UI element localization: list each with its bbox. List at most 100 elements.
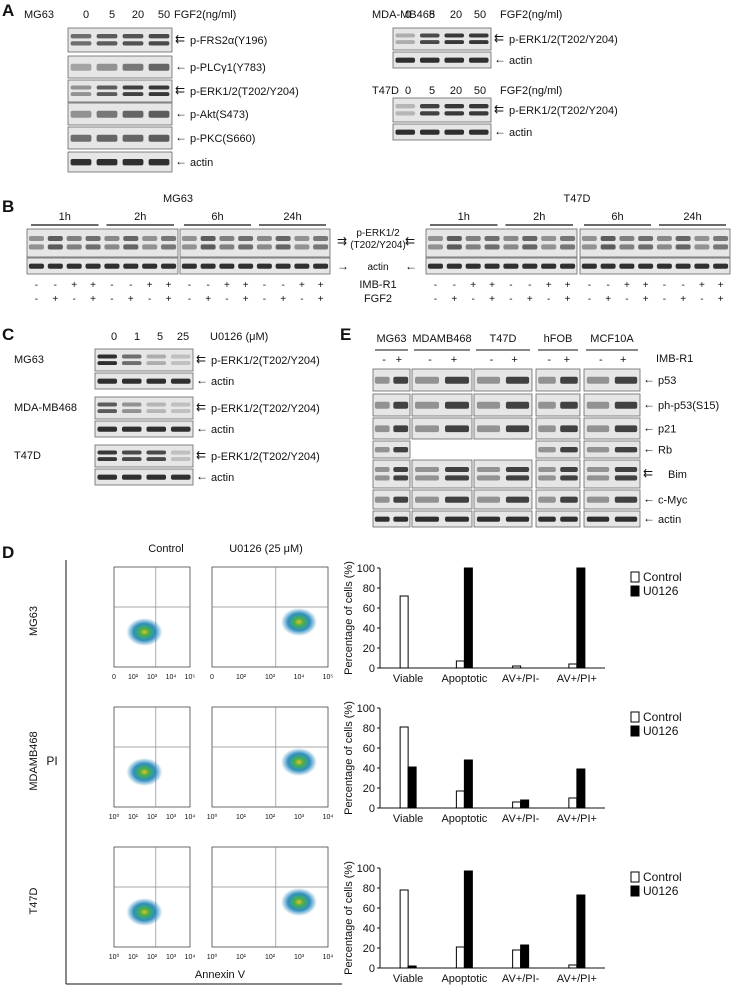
- d-tick: 10⁰: [207, 953, 218, 961]
- d-bar-control: [512, 949, 522, 969]
- b-fgf-sign: -: [663, 294, 666, 305]
- b-fgf-sign: -: [110, 294, 113, 305]
- e-band: p21: [658, 424, 676, 436]
- d-col-title: Control: [148, 543, 183, 555]
- d-legend-swatch: [630, 711, 640, 723]
- e-blot: [583, 393, 641, 417]
- b-imb-sign: +: [243, 280, 249, 291]
- d-category-label: Apoptotic: [441, 973, 487, 985]
- a-mg63-band-arrow: ←: [175, 106, 187, 120]
- d-category-label: Viable: [393, 673, 423, 685]
- c-blot: [94, 420, 194, 438]
- b-cell-t47d: T47D: [564, 193, 591, 205]
- d-tick: 10⁴: [323, 814, 334, 821]
- b-imb-sign: -: [129, 280, 132, 291]
- c-band-arrow: ⇇: [196, 448, 206, 462]
- a-mg63-band: actin: [190, 157, 213, 169]
- c-band-arrow: ←: [196, 421, 208, 435]
- d-bar-u0126: [520, 944, 530, 969]
- c-band: actin: [211, 376, 234, 388]
- b-blot: [425, 257, 578, 275]
- d-scatter-plot: 0 10² 10³ 10⁴ 10⁵: [210, 566, 333, 681]
- d-bar-control: [568, 797, 578, 809]
- d-tick: 10²: [265, 954, 276, 961]
- a-mg63-blot: [67, 79, 173, 103]
- d-tick: 10¹: [128, 814, 139, 821]
- d-legend-swatch: [630, 585, 640, 597]
- d-legend-swatch: [630, 571, 640, 583]
- e-cell: T47D: [490, 333, 517, 345]
- a-mg63-band-arrow: ←: [175, 130, 187, 144]
- b-fgf-sign: +: [166, 294, 172, 305]
- c-blot: [94, 372, 194, 390]
- d-ytick-label: 60: [363, 903, 375, 915]
- e-blot: [411, 368, 473, 392]
- d-category-label: AV+/PI-: [502, 813, 540, 825]
- b-imb-sign: -: [528, 280, 531, 291]
- a-mg63-dose: 50: [158, 9, 170, 21]
- d-tick: 10²: [265, 814, 276, 821]
- d-tick: 10¹: [128, 954, 139, 961]
- e-band: Bim: [668, 469, 687, 481]
- b-imb-sign: +: [90, 280, 96, 291]
- b-band-perk: p-ERK1/2: [356, 228, 400, 239]
- e-sign-plus: +: [620, 354, 626, 366]
- d-tick: 10⁴: [294, 674, 305, 681]
- c-cell: MDA-MB468: [14, 402, 77, 414]
- b-blot: [579, 228, 731, 258]
- a-mda-band: p-ERK1/2(T202/Y204): [509, 34, 618, 46]
- d-ytick-label: 20: [363, 943, 375, 955]
- d-bar-control: [455, 946, 465, 969]
- a-t47d-blot: [392, 123, 492, 141]
- e-band-arrow: ⇇: [643, 466, 653, 480]
- d-tick: 10³: [294, 954, 305, 961]
- b-imb-sign: -: [206, 280, 209, 291]
- c-band: p-ERK1/2(T202/Y204): [211, 403, 320, 415]
- b-fgf-sign: +: [280, 294, 286, 305]
- d-bar-u0126: [463, 759, 473, 809]
- d-tick: 10⁰: [109, 813, 120, 821]
- b-fgf-sign: +: [718, 294, 724, 305]
- e-cell: MDAMB468: [412, 333, 471, 345]
- a-mg63-band: p-ERK1/2(T202/Y204): [190, 86, 299, 98]
- d-category-label: Viable: [393, 813, 423, 825]
- a-t47d-dose: 0: [405, 85, 411, 97]
- d-category-label: AV+/PI+: [557, 813, 597, 825]
- e-blot: [535, 417, 581, 440]
- b-imb-sign: +: [71, 280, 77, 291]
- a-mda-blot: [392, 51, 492, 69]
- d-ytick-label: 60: [363, 743, 375, 755]
- d-tick: 10⁴: [185, 814, 196, 821]
- d-tick: 10²: [128, 674, 139, 681]
- b-fgf-sign: -: [300, 294, 303, 305]
- b-imb-sign: -: [188, 280, 191, 291]
- c-band: p-ERK1/2(T202/Y204): [211, 451, 320, 463]
- c-cell: T47D: [14, 450, 41, 462]
- d-ytick-label: 0: [369, 663, 375, 675]
- d-legend-label: Control: [643, 710, 682, 724]
- a-mda-dose: 0: [405, 9, 411, 21]
- b-imb-sign: +: [224, 280, 230, 291]
- a-t47d-dose: 5: [429, 85, 435, 97]
- e-sign-plus: +: [564, 354, 570, 366]
- e-band-arrow: ←: [643, 442, 655, 456]
- a-mg63-band-arrow: ⇇: [175, 83, 185, 97]
- e-blot: [583, 459, 641, 489]
- a-t47d-band: p-ERK1/2(T202/Y204): [509, 105, 618, 117]
- a-mg63-dose: 5: [109, 9, 115, 21]
- e-cell: MG63: [377, 333, 407, 345]
- e-blot: [473, 417, 533, 440]
- d-bar-u0126: [520, 799, 530, 809]
- c-band: p-ERK1/2(T202/Y204): [211, 355, 320, 367]
- e-blot: [473, 393, 533, 417]
- b-imb-sign: +: [147, 280, 153, 291]
- b-imb-sign: +: [318, 280, 324, 291]
- panel-label-e: E: [340, 325, 351, 344]
- d-ytick-label: 80: [363, 583, 375, 595]
- panel-label-d: D: [2, 543, 14, 562]
- d-scatter-plot: 0 10² 10³ 10⁴ 10⁵: [112, 566, 195, 681]
- b-fgf-sign: -: [188, 294, 191, 305]
- c-band-arrow: ←: [196, 373, 208, 387]
- b-imb-sign: +: [166, 280, 172, 291]
- d-bar-u0126: [576, 567, 586, 669]
